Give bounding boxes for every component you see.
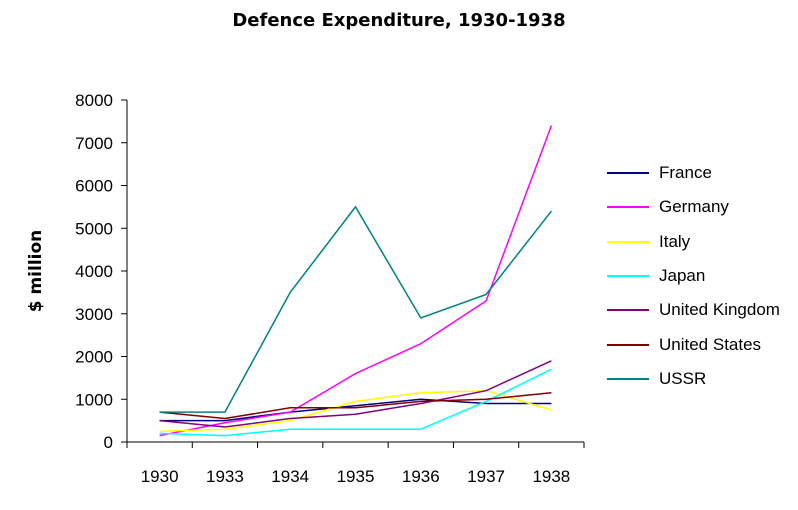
legend-swatch <box>607 343 649 346</box>
y-tick-label: 7000 <box>75 134 113 153</box>
x-tick-label: 1934 <box>271 467 309 486</box>
series-line-france <box>159 398 552 422</box>
y-tick-label: 0 <box>104 433 113 452</box>
legend-swatch <box>607 309 649 312</box>
y-tick-label: 6000 <box>75 177 113 196</box>
series-line-italy <box>159 389 552 433</box>
legend-item-france: France <box>607 156 797 190</box>
y-axis-label: $ million <box>26 230 46 313</box>
y-tick-label: 8000 <box>75 91 113 110</box>
series-line-japan <box>159 368 552 437</box>
y-tick-label: 1000 <box>75 390 113 409</box>
legend-label: Japan <box>659 266 706 286</box>
y-tick-label: 3000 <box>75 305 113 324</box>
legend-item-germany: Germany <box>607 190 797 224</box>
y-tick-label: 4000 <box>75 262 113 281</box>
legend-swatch <box>607 275 649 278</box>
series-line-united-kingdom <box>159 360 552 428</box>
series-line-ussr <box>159 205 552 413</box>
y-tick-label: 2000 <box>75 348 113 367</box>
x-tick-label: 1936 <box>402 467 440 486</box>
x-tick-label: 1935 <box>337 467 375 486</box>
series-line-germany <box>159 125 553 437</box>
legend-swatch <box>607 377 649 380</box>
legend-label: Germany <box>659 197 729 217</box>
legend-label: USSR <box>659 368 707 388</box>
x-tick-label: 1938 <box>532 467 570 486</box>
legend: France Germany Italy Japan United Kingdom Uni… <box>607 156 797 396</box>
series-lines <box>159 125 553 437</box>
legend-item-united-kingdom: United Kingdom <box>607 293 797 327</box>
legend-item-italy: Italy <box>607 225 797 259</box>
legend-item-ussr: USSR <box>607 362 797 396</box>
x-axis: 1930 1933 1934 1935 1936 1937 1938 <box>126 441 585 486</box>
legend-item-japan: Japan <box>607 259 797 293</box>
x-tick-label: 1930 <box>141 467 179 486</box>
chart-title: Defence Expenditure, 1930-1938 <box>232 10 566 31</box>
legend-swatch <box>607 172 649 175</box>
legend-swatch <box>607 240 649 243</box>
legend-label: United Kingdom <box>659 300 780 320</box>
legend-label: Italy <box>659 231 691 251</box>
legend-label: United States <box>659 334 762 354</box>
legend-item-united-states: United States <box>607 327 797 361</box>
y-tick-label: 5000 <box>75 219 113 238</box>
legend-label: France <box>659 163 712 183</box>
x-tick-label: 1937 <box>467 467 505 486</box>
legend-swatch <box>607 206 649 209</box>
y-axis: 0 1000 2000 3000 4000 5000 6000 7000 8000 <box>75 91 128 452</box>
x-tick-label: 1933 <box>206 467 244 486</box>
series-line-united-states <box>159 392 552 420</box>
